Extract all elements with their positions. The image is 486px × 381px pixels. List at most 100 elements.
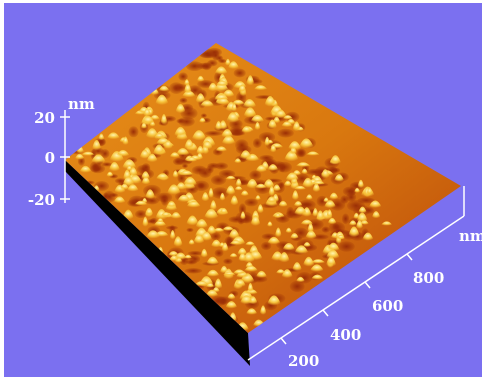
- surface-peak: [106, 132, 121, 140]
- surface-peak: [166, 184, 182, 195]
- surface-pit: [155, 192, 173, 203]
- surface-peak: [225, 185, 236, 195]
- surface-peak: [113, 196, 127, 204]
- surface-peak: [293, 200, 303, 207]
- surface-peak: [221, 226, 235, 231]
- surface-peak: [154, 94, 169, 105]
- surface-peak: [357, 179, 365, 189]
- surface-peak: [146, 153, 159, 163]
- surface-peak: [323, 197, 330, 203]
- x-tick-200: [280, 337, 287, 345]
- surface-peak: [220, 129, 234, 138]
- surface-pit: [286, 206, 295, 219]
- surface-peak: [229, 253, 238, 258]
- surface-peak: [145, 230, 161, 239]
- surface-pit: [184, 268, 203, 274]
- surface-peak: [323, 200, 337, 209]
- surface-peak: [250, 215, 261, 226]
- surface-peak: [178, 170, 195, 176]
- surface-peak: [140, 122, 148, 129]
- surface-pit: [179, 97, 188, 104]
- surface-peak: [325, 249, 341, 260]
- surface-peak: [293, 206, 308, 216]
- surface-peak: [281, 269, 294, 278]
- surface-pit: [235, 139, 249, 152]
- surface-peak: [295, 276, 306, 283]
- surface-peak: [152, 144, 166, 156]
- surface-peak: [244, 241, 256, 246]
- surface-peak: [293, 245, 309, 254]
- surface-peak: [295, 162, 312, 167]
- surface-peak: [210, 239, 223, 248]
- surface-peak: [239, 211, 246, 220]
- surface-peak: [169, 230, 176, 240]
- surface-peak: [205, 282, 215, 288]
- surface-peak: [236, 247, 248, 256]
- surface-peak: [254, 195, 261, 201]
- surface-peak: [219, 207, 229, 215]
- x-tick-label-800: 800: [413, 269, 444, 287]
- surface-peak: [289, 233, 300, 239]
- surface-peak: [247, 282, 254, 293]
- surface-peak: [163, 140, 174, 149]
- surface-pit: [357, 197, 375, 204]
- surface-peak: [255, 164, 268, 173]
- surface-pit: [186, 227, 194, 233]
- surface-pit: [297, 149, 305, 157]
- surface-peak: [155, 173, 170, 180]
- surface-peak: [224, 301, 238, 309]
- surface-pit: [182, 164, 188, 168]
- x-tick-label-600: 600: [372, 297, 403, 315]
- surface-peak: [209, 200, 218, 211]
- surface-peak: [91, 139, 102, 151]
- surface-texture: [70, 47, 393, 332]
- surface-peak: [238, 252, 247, 262]
- surface-peak: [254, 183, 268, 189]
- z-tick-label-0: 0: [45, 149, 55, 167]
- surface-pit: [135, 210, 147, 219]
- surface-peak: [90, 154, 107, 164]
- surface-peak: [312, 207, 319, 217]
- surface-peak: [302, 242, 312, 247]
- surface-pit: [341, 213, 350, 225]
- surface-peak: [274, 109, 288, 119]
- surface-peak: [253, 85, 268, 91]
- surface-peak: [183, 83, 192, 94]
- surface-peak: [207, 187, 214, 198]
- surface-peak: [158, 85, 170, 92]
- surface-peak: [183, 79, 190, 86]
- surface-peak: [167, 251, 180, 257]
- surface-peak: [284, 172, 300, 182]
- surface-pit: [211, 187, 229, 199]
- surface-pit: [346, 192, 357, 202]
- z-tick-label-neg20: -20: [28, 191, 55, 209]
- surface-peak: [219, 192, 226, 201]
- surface-peak: [106, 171, 114, 177]
- surface-peak: [205, 256, 220, 265]
- surface-peak: [98, 133, 105, 141]
- surface-pit: [340, 195, 349, 204]
- surface-pit: [276, 161, 293, 173]
- surface-peak: [291, 190, 300, 201]
- surface-peak: [327, 217, 337, 225]
- surface-peak: [299, 219, 314, 225]
- surface-peak: [126, 165, 133, 171]
- surface-pit: [186, 61, 203, 71]
- surface-peak: [149, 87, 160, 95]
- surface-peak: [215, 97, 231, 105]
- surface-peak: [311, 180, 326, 185]
- surface-peak: [237, 84, 247, 93]
- surface-peak: [185, 157, 198, 162]
- surface-pit: [321, 226, 330, 233]
- surface-peak: [142, 216, 149, 227]
- surface-peak: [285, 227, 293, 233]
- surface-peak: [215, 80, 229, 87]
- surface-pit: [200, 113, 207, 118]
- surface-peak: [234, 186, 244, 191]
- surface-peak: [262, 179, 276, 189]
- surface-peak: [264, 136, 271, 146]
- surface-peak: [278, 200, 289, 207]
- surface-peak: [149, 114, 161, 120]
- surface-peak: [228, 229, 241, 239]
- surface-pit: [185, 259, 197, 265]
